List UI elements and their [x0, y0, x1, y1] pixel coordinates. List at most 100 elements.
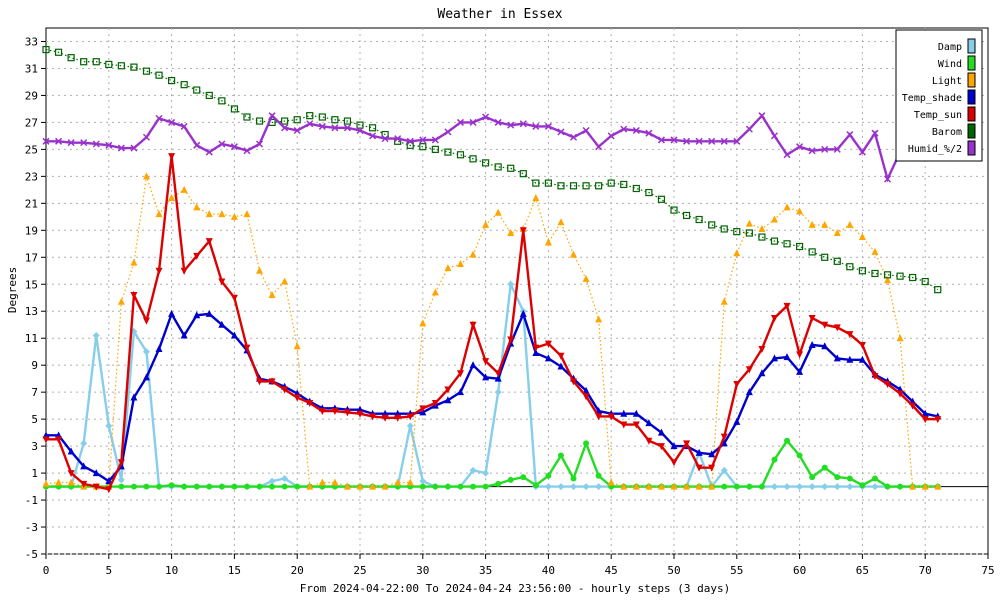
data-point-temp-shade — [758, 369, 766, 377]
y-tick-label: -5 — [25, 548, 38, 561]
data-point-wind — [545, 472, 552, 479]
series-line-temp-sun — [46, 155, 938, 491]
data-point-temp-sun — [733, 381, 741, 389]
marker-stroke — [720, 137, 728, 145]
data-point-temp-sun — [494, 370, 502, 378]
marker-stroke — [369, 132, 377, 140]
data-point-temp-sun — [243, 344, 251, 352]
data-point-barom — [795, 242, 804, 251]
x-tick-label: 65 — [856, 564, 869, 577]
marker-stroke — [833, 145, 841, 153]
data-point-light — [808, 220, 816, 228]
x-tick-label: 5 — [105, 564, 112, 577]
data-point-humid-2 — [532, 122, 540, 130]
data-point-barom — [883, 271, 892, 279]
data-point-temp-sun — [607, 413, 615, 421]
data-point-barom — [494, 163, 502, 171]
data-point-humid-2 — [318, 122, 326, 130]
data-point-damp — [557, 483, 565, 491]
data-point-barom — [243, 113, 251, 121]
data-point-barom — [130, 63, 138, 71]
data-point-temp-sun — [770, 314, 778, 322]
data-point-wind — [884, 483, 891, 490]
data-point-temp-sun — [708, 464, 716, 472]
series-line-barom — [45, 48, 939, 291]
y-axis-label: Degrees — [6, 267, 19, 313]
data-point-temp-sun — [796, 351, 804, 359]
data-point-wind — [218, 483, 225, 490]
data-point-temp-shade — [670, 442, 678, 450]
marker-stroke — [356, 126, 364, 135]
data-point-barom — [682, 211, 691, 220]
data-point-humid-2 — [846, 131, 854, 139]
data-point-barom — [306, 112, 314, 120]
data-point-wind — [771, 456, 778, 463]
axes: 0 5 10 15 20 25 30 35 40 45 50 55 60 65 70 75-5-3-11357… — [25, 35, 995, 577]
data-point-damp — [105, 422, 113, 430]
data-point-temp-shade — [168, 309, 176, 317]
data-point-humid-2 — [117, 144, 125, 152]
data-point-temp-sun — [532, 344, 540, 352]
data-point-temp-shade — [708, 450, 716, 458]
x-tick-label: 60 — [793, 564, 806, 577]
data-point-humid-2 — [193, 141, 201, 149]
data-point-temp-sun — [632, 421, 640, 429]
marker-stroke — [821, 145, 829, 153]
data-point-damp — [570, 483, 578, 491]
data-point-barom — [670, 206, 678, 214]
data-point-barom — [595, 182, 603, 190]
data-point-barom — [180, 81, 188, 89]
data-point-wind — [897, 483, 904, 490]
data-point-wind — [796, 452, 803, 459]
marker-stroke — [482, 113, 490, 121]
marker-stroke — [846, 131, 854, 139]
data-point-barom — [896, 272, 904, 280]
data-point-light — [733, 249, 741, 257]
data-point-temp-shade — [695, 448, 703, 456]
data-point-humid-2 — [243, 147, 251, 155]
legend-swatch-wind — [967, 55, 976, 71]
data-point-humid-2 — [645, 129, 653, 137]
marker-stroke — [394, 135, 402, 143]
chart-title: Weather in Essex — [437, 7, 562, 22]
data-point-light — [155, 210, 163, 218]
x-tick-label: 35 — [479, 564, 492, 577]
data-point-temp-shade — [482, 373, 490, 381]
data-point-barom — [745, 229, 753, 237]
data-point-barom — [582, 182, 590, 190]
data-point-humid-2 — [808, 147, 816, 155]
data-point-temp-sun — [193, 252, 201, 260]
data-point-light — [456, 260, 464, 268]
data-point-barom — [80, 58, 88, 66]
data-point-barom — [42, 45, 50, 54]
data-point-barom — [193, 86, 201, 94]
data-point-light — [570, 250, 578, 258]
marker-stroke — [419, 136, 427, 144]
data-point-wind — [758, 483, 765, 490]
data-point-barom — [632, 184, 640, 193]
data-point-barom — [293, 116, 301, 124]
data-point-light — [130, 258, 138, 266]
data-point-temp-shade — [632, 409, 640, 417]
data-point-damp — [482, 469, 490, 477]
legend-swatch-temp-shade — [967, 89, 976, 105]
data-point-temp-sun — [720, 433, 728, 441]
marker-stroke — [595, 143, 603, 151]
data-point-barom — [281, 117, 289, 125]
marker-stroke — [180, 122, 188, 130]
data-point-barom — [318, 113, 326, 121]
data-point-light — [909, 482, 917, 490]
data-point-temp-sun — [293, 394, 301, 402]
data-point-humid-2 — [444, 128, 452, 136]
data-point-wind — [470, 483, 477, 490]
data-point-barom — [519, 170, 527, 178]
data-point-barom — [770, 237, 779, 245]
data-point-light — [293, 342, 301, 350]
data-point-light — [783, 203, 791, 211]
data-point-temp-sun — [218, 278, 226, 286]
data-point-light — [381, 482, 389, 490]
data-point-humid-2 — [871, 129, 879, 137]
data-point-humid-2 — [419, 136, 427, 144]
legend: Damp Wind Light Temp_shade Temp_sun Barom Humi… — [895, 29, 983, 162]
x-tick-label: 30 — [416, 564, 429, 577]
